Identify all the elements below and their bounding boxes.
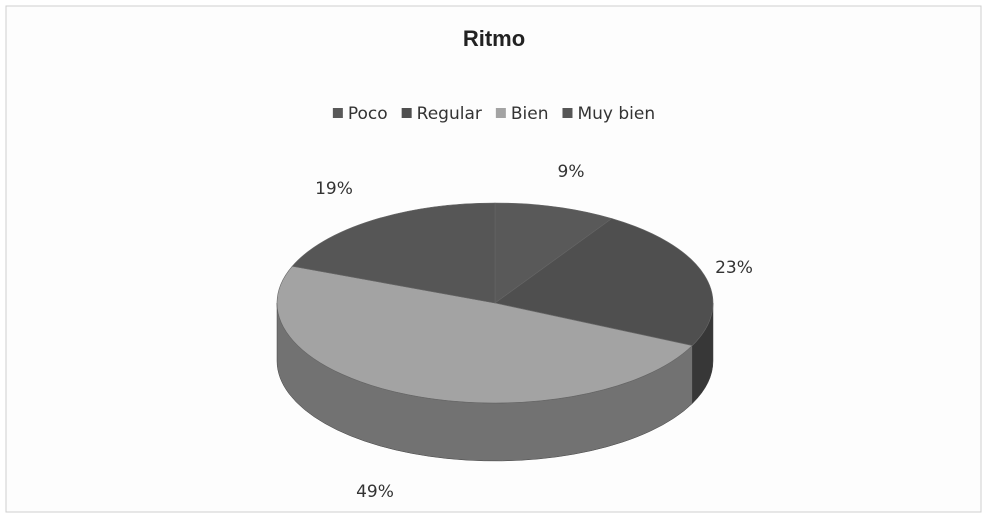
- data-label: 23%: [715, 258, 753, 278]
- data-label: 49%: [356, 482, 394, 502]
- legend-label: Muy bien: [577, 104, 655, 124]
- pie-slice: [291, 202, 496, 304]
- legend-swatch: [495, 108, 506, 118]
- legend-swatch: [401, 108, 412, 118]
- legend-swatch: [332, 108, 343, 118]
- data-label: 9%: [558, 162, 585, 182]
- legend-label: Poco: [348, 104, 388, 124]
- data-label: 19%: [315, 179, 353, 199]
- pie-slice: [494, 202, 613, 304]
- chart-title: Ritmo: [463, 26, 525, 51]
- legend-swatch: [562, 108, 573, 118]
- legend-label: Regular: [417, 104, 482, 124]
- legend-label: Bien: [511, 104, 549, 124]
- pie-slice: [276, 265, 693, 404]
- pie-slice: [494, 218, 714, 346]
